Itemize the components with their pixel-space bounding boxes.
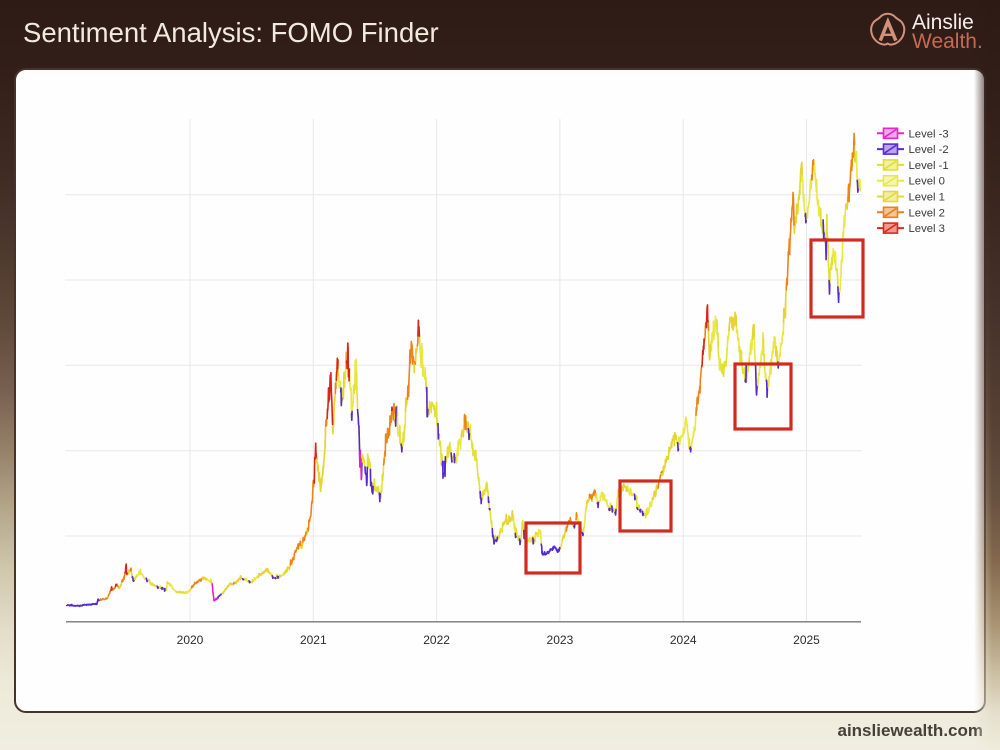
svg-text:Level -1: Level -1 [909,160,949,172]
svg-text:Level 3: Level 3 [909,223,945,235]
svg-text:2021: 2021 [300,633,327,647]
svg-text:2025: 2025 [793,633,820,647]
svg-text:Level 1: Level 1 [909,192,945,204]
svg-text:2023: 2023 [547,633,574,647]
svg-text:2024: 2024 [670,633,697,647]
svg-text:Level 2: Level 2 [909,207,945,219]
svg-text:Level 0: Level 0 [909,176,945,188]
svg-text:Level -2: Level -2 [909,144,949,156]
svg-text:Level -3: Level -3 [909,128,949,140]
svg-text:2022: 2022 [423,633,450,647]
svg-text:2020: 2020 [177,633,204,647]
